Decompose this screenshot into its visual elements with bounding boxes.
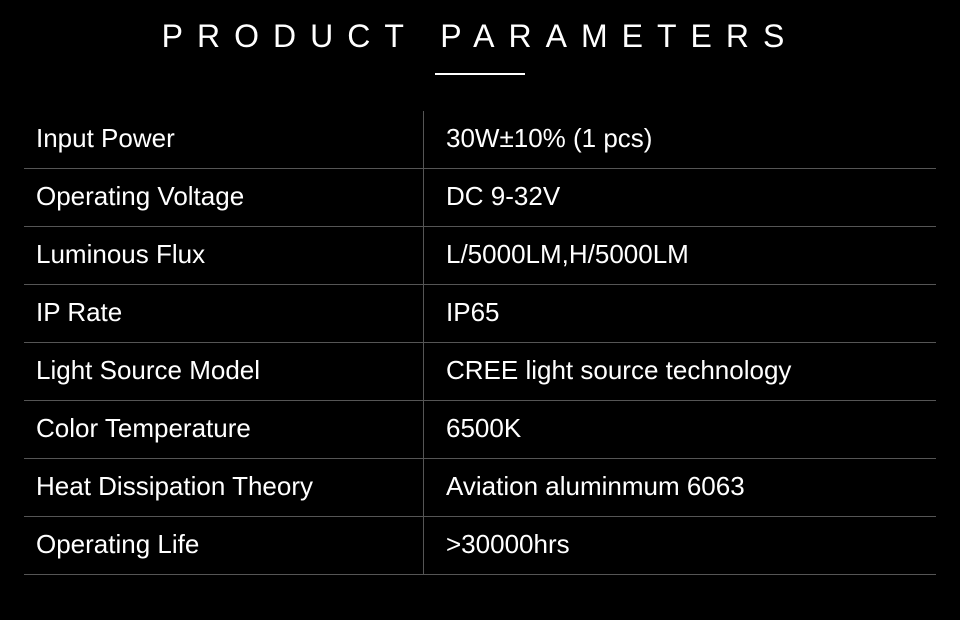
param-label: Heat Dissipation Theory: [24, 459, 424, 516]
param-label: Operating Life: [24, 517, 424, 574]
param-value: 6500K: [424, 401, 936, 458]
param-value: >30000hrs: [424, 517, 936, 574]
param-value: Aviation aluminmum 6063: [424, 459, 936, 516]
table-row: Light Source Model CREE light source tec…: [24, 343, 936, 401]
table-row: Heat Dissipation Theory Aviation aluminm…: [24, 459, 936, 517]
param-label: IP Rate: [24, 285, 424, 342]
param-label: Operating Voltage: [24, 169, 424, 226]
param-label: Light Source Model: [24, 343, 424, 400]
param-value: CREE light source technology: [424, 343, 936, 400]
table-row: Color Temperature 6500K: [24, 401, 936, 459]
product-parameters-page: PRODUCT PARAMETERS Input Power 30W±10% (…: [0, 0, 960, 620]
param-label: Input Power: [24, 111, 424, 168]
table-row: IP Rate IP65: [24, 285, 936, 343]
table-row: Luminous Flux L/5000LM,H/5000LM: [24, 227, 936, 285]
param-label: Color Temperature: [24, 401, 424, 458]
param-value: IP65: [424, 285, 936, 342]
param-label: Luminous Flux: [24, 227, 424, 284]
param-value: DC 9-32V: [424, 169, 936, 226]
table-row: Input Power 30W±10% (1 pcs): [24, 111, 936, 169]
table-row: Operating Life >30000hrs: [24, 517, 936, 575]
param-value: 30W±10% (1 pcs): [424, 111, 936, 168]
parameters-table: Input Power 30W±10% (1 pcs) Operating Vo…: [24, 111, 936, 575]
title-underline: [435, 73, 525, 75]
table-row: Operating Voltage DC 9-32V: [24, 169, 936, 227]
page-title: PRODUCT PARAMETERS: [0, 18, 960, 55]
param-value: L/5000LM,H/5000LM: [424, 227, 936, 284]
